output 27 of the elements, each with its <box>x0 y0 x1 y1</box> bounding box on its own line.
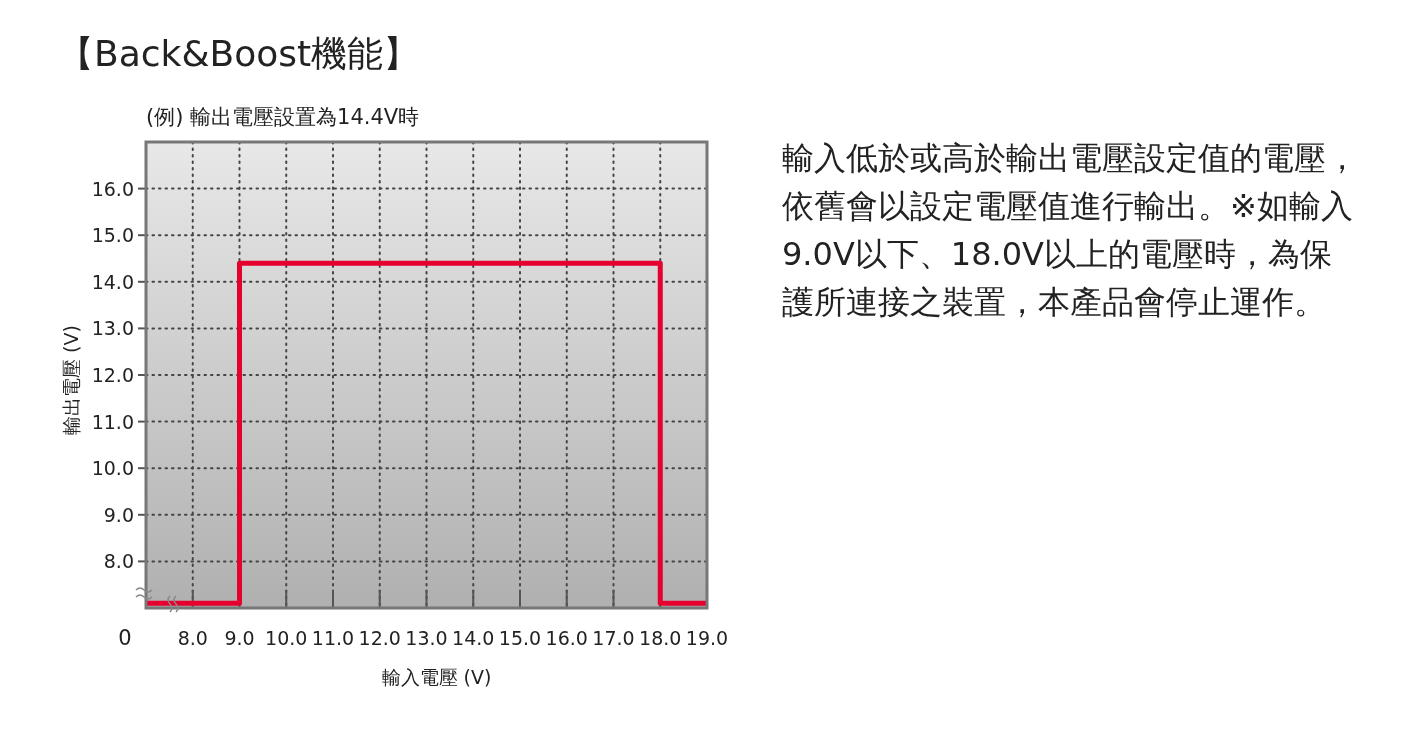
y-axis-title: 輸出電壓 (V) <box>60 325 82 435</box>
y-tick-label: 16.0 <box>91 177 134 200</box>
x-tick-label: 19.0 <box>685 627 729 649</box>
x-tick-label: 11.0 <box>311 627 355 649</box>
y-tick-label: 15.0 <box>91 224 134 247</box>
x-tick-label: 10.0 <box>265 627 308 649</box>
y-tick-label: 13.0 <box>91 317 134 340</box>
y-tick-label: 10.0 <box>91 457 134 480</box>
x-axis-title: 輸入電壓 (V) <box>381 666 492 688</box>
y-tick-label: 8.0 <box>103 550 134 573</box>
x-tick-label: 17.0 <box>592 627 635 649</box>
chart-subtitle: (例) 輸出電壓設置為14.4V時 <box>146 105 420 129</box>
text: 0 <box>118 626 132 650</box>
x-tick-label: 13.0 <box>405 627 448 649</box>
chart-title: 【Back&Boost機能】 <box>58 33 420 74</box>
x-tick-label: 9.0 <box>224 627 255 649</box>
x-tick-label: 15.0 <box>498 627 542 649</box>
x-tick-label: 16.0 <box>545 627 588 649</box>
y-tick-label: 11.0 <box>91 410 134 433</box>
x-tick-label: 18.0 <box>639 627 682 649</box>
x-tick-label: 8.0 <box>177 627 208 649</box>
y-tick-label: 14.0 <box>91 270 134 293</box>
y-tick-label: 12.0 <box>91 364 134 386</box>
x-tick-label: 12.0 <box>358 627 401 649</box>
y-tick-label: 9.0 <box>103 503 134 526</box>
x-tick-label: 14.0 <box>452 627 495 649</box>
text: 輸入低於或高於輸出電壓設定值的電壓，依舊會以設定電壓值進行輸出。※如輸入9.0V以下、18.0V以上的電壓時，為保護所連接之裝置，本產品會停止運作。 <box>782 138 1359 323</box>
